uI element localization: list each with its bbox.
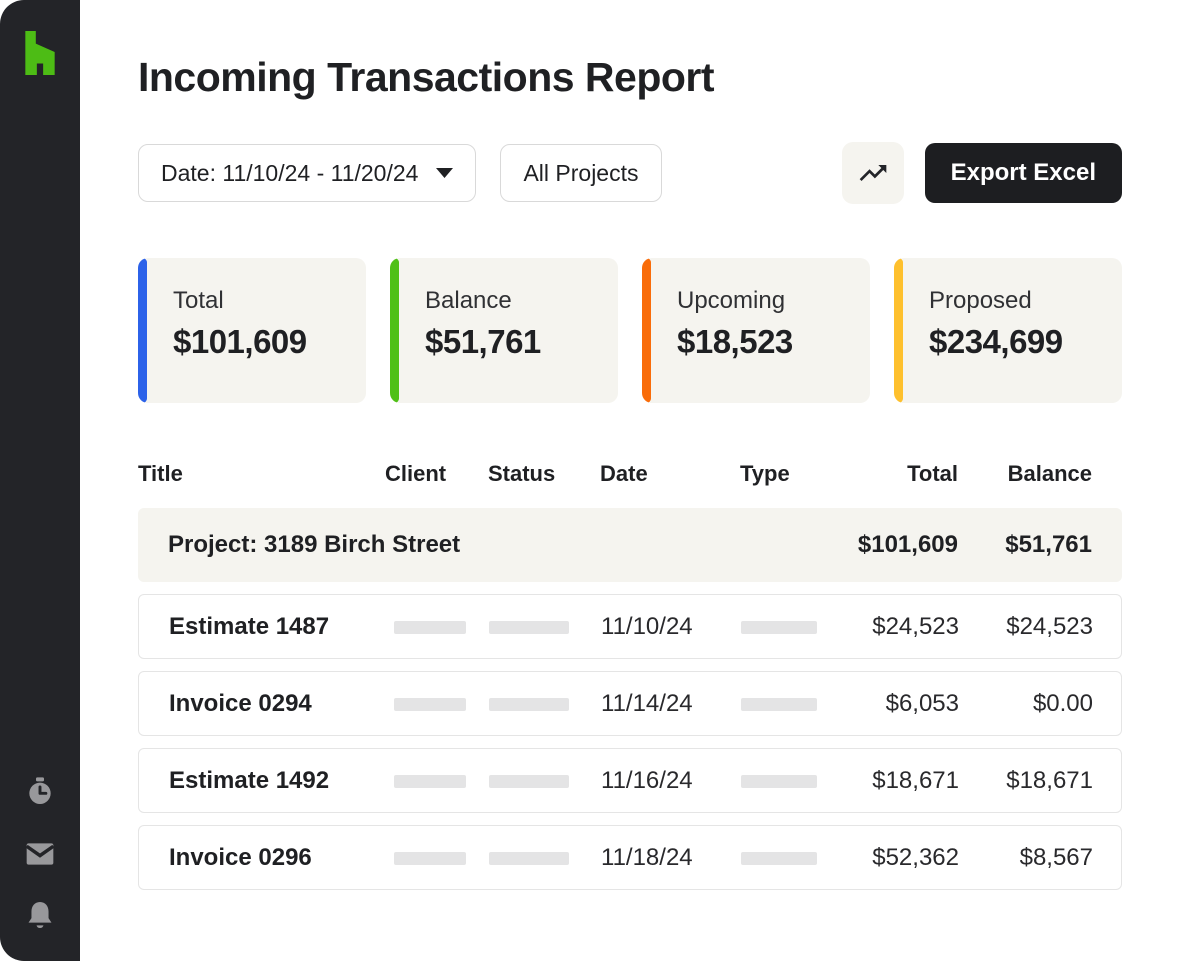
client-placeholder	[394, 774, 466, 788]
date-range-dropdown[interactable]: Date: 11/10/24 - 11/20/24	[138, 144, 477, 202]
client-placeholder	[394, 697, 466, 711]
bell-icon	[28, 902, 52, 928]
summary-card-proposed: Proposed $234,699	[894, 258, 1122, 403]
row-type-cell	[741, 767, 856, 795]
row-status-cell	[489, 613, 601, 641]
filter-bar: Date: 11/10/24 - 11/20/24 All Projects E…	[138, 142, 1122, 204]
sidebar-timer-button[interactable]	[23, 775, 57, 809]
card-accent-bar	[894, 258, 903, 403]
row-date: 11/10/24	[601, 612, 693, 640]
card-accent-bar	[390, 258, 399, 403]
houzz-logo-button[interactable]	[21, 31, 59, 75]
row-date: 11/16/24	[601, 766, 693, 794]
card-accent-bar	[642, 258, 651, 403]
group-row-total: $101,609	[857, 531, 958, 558]
row-type-cell	[741, 844, 856, 872]
page-title: Incoming Transactions Report	[138, 54, 715, 100]
card-label: Total	[173, 287, 224, 314]
card-label: Proposed	[929, 287, 1032, 314]
row-total: $24,523	[872, 612, 959, 640]
type-placeholder	[741, 774, 817, 788]
row-client-cell	[386, 613, 489, 641]
status-placeholder	[489, 851, 569, 865]
column-header-balance: Balance	[1007, 461, 1092, 486]
group-row-balance: $51,761	[1005, 531, 1092, 558]
row-status-cell	[489, 690, 601, 718]
summary-card-balance: Balance $51,761	[390, 258, 618, 403]
status-placeholder	[489, 697, 569, 711]
row-date: 11/18/24	[601, 843, 693, 871]
card-value: $101,609	[173, 323, 307, 360]
table-row[interactable]: Estimate 1487 11/10/24 $24,523 $24,523	[138, 594, 1122, 659]
row-title: Invoice 0294	[169, 689, 312, 717]
row-client-cell	[386, 690, 489, 718]
row-balance: $18,671	[1006, 766, 1093, 794]
row-client-cell	[386, 844, 489, 872]
project-filter-label: All Projects	[523, 159, 639, 186]
export-excel-button[interactable]: Export Excel	[924, 143, 1122, 203]
timer-icon	[29, 777, 51, 804]
summary-card-total: Total $101,609	[138, 258, 366, 403]
column-header-total: Total	[907, 461, 958, 486]
type-placeholder	[741, 697, 817, 711]
row-status-cell	[489, 844, 601, 872]
main-content: Incoming Transactions Report Date: 11/10…	[80, 0, 1180, 961]
row-title: Estimate 1487	[169, 612, 330, 640]
project-filter-button[interactable]: All Projects	[500, 144, 662, 202]
column-header-status: Status	[488, 461, 556, 486]
trending-up-icon	[859, 165, 886, 181]
row-balance: $0.00	[1032, 689, 1093, 717]
trend-chart-button[interactable]	[841, 142, 904, 204]
houzz-logo-icon	[25, 31, 55, 75]
project-group-row[interactable]: Project: 3189 Birch Street $101,609 $51,…	[138, 508, 1122, 582]
row-date: 11/14/24	[601, 689, 693, 717]
type-placeholder	[741, 851, 817, 865]
row-type-cell	[741, 690, 856, 718]
card-value: $51,761	[425, 323, 541, 360]
sidebar-icon-group	[0, 775, 80, 933]
table-header-row: Title Client Status Date Type Total Bala…	[138, 461, 1122, 487]
column-header-date: Date	[600, 461, 648, 486]
mail-icon	[25, 843, 55, 865]
table-row[interactable]: Invoice 0294 11/14/24 $6,053 $0.00	[138, 671, 1122, 736]
type-placeholder	[741, 620, 817, 634]
chevron-down-icon	[436, 167, 454, 178]
row-total: $18,671	[872, 766, 959, 794]
sidebar-mail-button[interactable]	[23, 837, 57, 871]
card-label: Balance	[425, 287, 512, 314]
sidebar-bell-button[interactable]	[23, 899, 57, 933]
summary-cards: Total $101,609 Balance $51,761 Upcoming …	[138, 258, 1122, 403]
table-row[interactable]: Invoice 0296 11/18/24 $52,362 $8,567	[138, 825, 1122, 890]
status-placeholder	[489, 774, 569, 788]
row-total: $6,053	[885, 689, 959, 717]
row-balance: $24,523	[1006, 612, 1093, 640]
card-value: $234,699	[929, 323, 1063, 360]
column-header-title: Title	[138, 461, 183, 486]
row-total: $52,362	[872, 843, 959, 871]
client-placeholder	[394, 620, 466, 634]
transactions-table: Title Client Status Date Type Total Bala…	[138, 461, 1122, 890]
card-value: $18,523	[677, 323, 793, 360]
row-type-cell	[741, 613, 856, 641]
row-client-cell	[386, 767, 489, 795]
card-label: Upcoming	[677, 287, 786, 314]
card-accent-bar	[138, 258, 147, 403]
table-row[interactable]: Estimate 1492 11/16/24 $18,671 $18,671	[138, 748, 1122, 813]
column-header-type: Type	[740, 461, 790, 486]
summary-card-upcoming: Upcoming $18,523	[642, 258, 870, 403]
sidebar	[0, 0, 80, 961]
row-title: Invoice 0296	[169, 843, 312, 871]
row-status-cell	[489, 767, 601, 795]
date-range-label: Date: 11/10/24 - 11/20/24	[161, 159, 419, 186]
row-title: Estimate 1492	[169, 766, 330, 794]
status-placeholder	[489, 620, 569, 634]
column-header-client: Client	[385, 461, 447, 486]
row-balance: $8,567	[1019, 843, 1093, 871]
group-row-title: Project: 3189 Birch Street	[168, 531, 461, 558]
client-placeholder	[394, 851, 466, 865]
